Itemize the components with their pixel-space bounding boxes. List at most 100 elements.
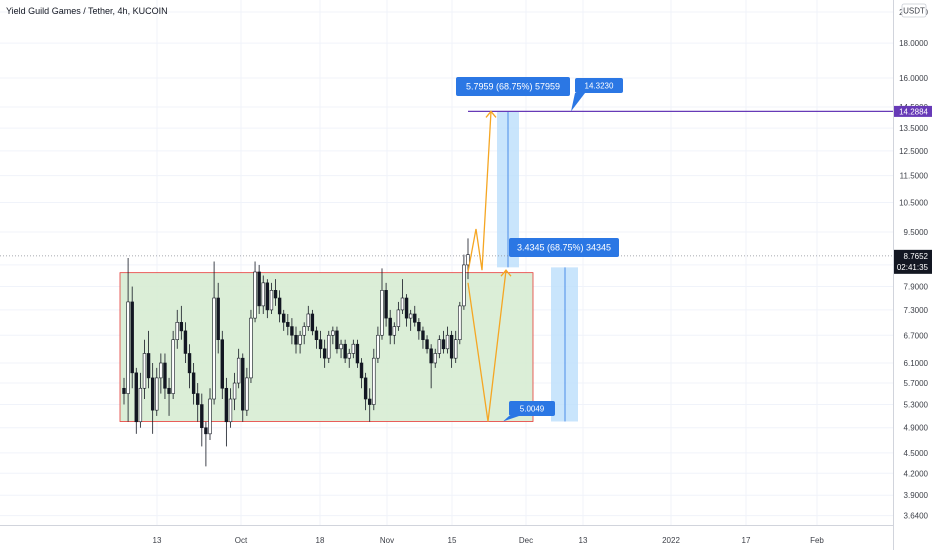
candle [261,275,265,314]
candle [212,261,216,405]
projection-label[interactable]: 3.4345 (68.75%) 34345 [509,238,619,257]
price-tick-label: 9.5000 [904,228,929,237]
candle [150,362,155,434]
grid [0,0,893,525]
candle [396,301,401,331]
price-callout-text: 5.0049 [520,405,545,414]
candle [343,339,347,363]
candle [134,367,138,434]
candle [290,318,294,345]
candle [122,377,126,405]
candle [417,318,421,340]
price-callout[interactable]: 5.0049 [503,401,555,422]
candle [462,254,466,310]
candle [322,339,327,368]
currency-label: USDT [903,7,925,16]
price-tick-label: 3.9000 [904,491,929,500]
candle [335,326,339,354]
candle [408,309,413,331]
price-tick-label: 5.7000 [904,379,929,388]
arrow-head [500,269,512,277]
candle [318,330,323,359]
time-axis[interactable]: 13 Oct 18 Nov 15 Dec 13 2022 17 Feb [0,525,893,546]
time-tick-label: Dec [519,536,533,545]
candle [228,388,233,428]
candle [282,309,286,331]
svg-text:14.2884: 14.2884 [899,107,928,116]
candle [257,264,261,314]
candle [437,335,442,359]
candle [249,309,253,384]
projection-label[interactable]: 5.7959 (68.75%) 57959 [456,77,570,96]
projection-arrow [467,111,492,273]
candle [331,326,335,345]
last-price-tag: 8.7652 02:41:35 [894,249,932,274]
candle [400,279,405,314]
projection-label-text: 5.7959 (68.75%) 57959 [466,82,560,92]
candle [359,358,364,389]
candle [146,330,151,389]
price-tick-label: 5.3000 [904,401,929,410]
candle [277,290,282,323]
price-tick-label: 16.0000 [899,74,928,83]
candle [155,367,159,416]
price-tick-label: 12.5000 [899,147,928,156]
candle [220,330,224,400]
candle [458,301,462,345]
time-tick-label: Nov [380,536,394,545]
projection-arrow [467,270,507,422]
candle [294,326,298,354]
candle [159,353,163,394]
candle [269,282,274,314]
price-tick-label: 7.3000 [904,306,929,315]
price-callout[interactable]: 14.3230 [571,78,623,112]
candle [183,322,188,363]
candle [253,261,257,323]
price-tick-label: 13.5000 [899,124,928,133]
candle [298,330,302,354]
candle [384,282,388,327]
candle [351,339,356,359]
price-tick-label: 6.7000 [904,331,929,340]
candle [163,353,167,400]
candles [122,238,470,467]
price-tick-label: 18.0000 [899,39,928,48]
svg-text:02:41:35: 02:41:35 [897,263,929,272]
candle [187,344,192,389]
candle [466,238,470,280]
candle [236,348,241,389]
candle [286,313,290,336]
candle [314,326,319,349]
candle [380,268,384,340]
chart-title: Yield Guild Games / Tether, 4h, KUCOIN [6,6,168,16]
candle [363,372,368,411]
candle [126,258,130,422]
time-tick-label: Feb [810,536,824,545]
price-tick-label: 7.9000 [904,283,929,292]
candle [425,335,429,354]
price-callout-text: 14.3230 [585,82,614,91]
time-tick-label: 13 [153,536,162,545]
candle [376,326,380,363]
candle [138,372,143,428]
range-box [119,272,534,422]
candle [372,348,376,411]
price-tick-label: 4.9000 [904,424,929,433]
price-tick-label: 11.5000 [900,172,929,181]
time-tick-label: 17 [742,536,751,545]
time-tick-label: 13 [579,536,588,545]
candle [404,294,409,327]
candle [171,330,175,400]
candle [433,348,437,368]
price-axis[interactable]: 20.000018.000016.000014.500013.500012.50… [893,0,932,550]
candle [368,388,372,422]
time-tick-label: 15 [448,536,457,545]
candle [245,367,249,416]
candle [179,305,184,340]
candle [216,282,220,354]
candle [429,344,433,389]
currency-badge[interactable]: USDT [901,3,927,18]
candle [347,348,351,368]
candle [167,377,171,416]
